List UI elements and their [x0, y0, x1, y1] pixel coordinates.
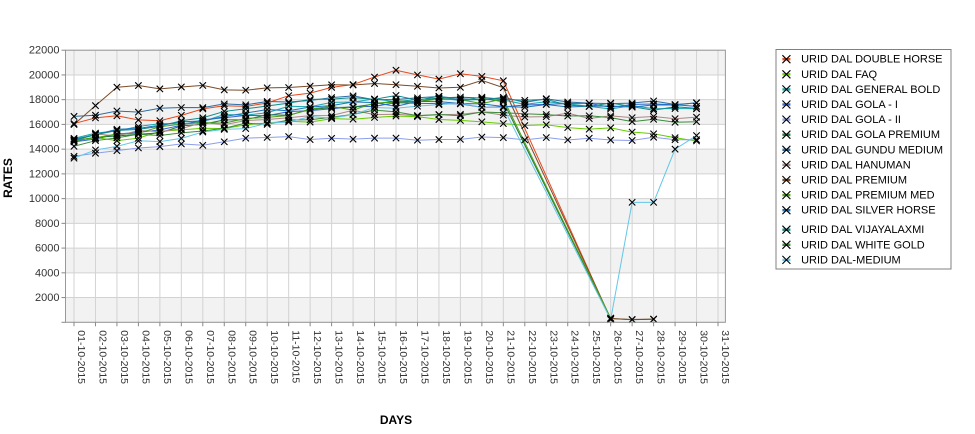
- svg-text:URID DAL GOLA PREMIUM: URID DAL GOLA PREMIUM: [801, 129, 940, 141]
- svg-text:29-10-2015: 29-10-2015: [676, 330, 688, 384]
- svg-text:12-10-2015: 12-10-2015: [311, 330, 323, 384]
- svg-text:10000: 10000: [29, 193, 60, 205]
- svg-text:URID DAL PREMIUM: URID DAL PREMIUM: [801, 175, 907, 187]
- svg-text:05-10-2015: 05-10-2015: [161, 330, 173, 384]
- svg-text:21-10-2015: 21-10-2015: [504, 330, 516, 384]
- svg-text:10-10-2015: 10-10-2015: [268, 330, 280, 384]
- svg-text:07-10-2015: 07-10-2015: [204, 330, 216, 384]
- svg-text:18000: 18000: [29, 94, 60, 106]
- svg-text:14-10-2015: 14-10-2015: [354, 330, 366, 384]
- svg-text:22-10-2015: 22-10-2015: [526, 330, 538, 384]
- svg-text:RATES: RATES: [1, 158, 15, 198]
- svg-text:11-10-2015: 11-10-2015: [290, 330, 302, 383]
- svg-text:URID DAL GENERAL BOLD: URID DAL GENERAL BOLD: [801, 84, 940, 96]
- svg-text:25-10-2015: 25-10-2015: [590, 330, 602, 384]
- svg-text:01-10-2015: 01-10-2015: [75, 330, 87, 384]
- svg-text:8000: 8000: [35, 218, 59, 230]
- svg-text:31-10-2015: 31-10-2015: [719, 330, 731, 384]
- svg-text:URID DAL GUNDU MEDIUM: URID DAL GUNDU MEDIUM: [801, 144, 943, 156]
- svg-text:URID DAL SILVER HORSE: URID DAL SILVER HORSE: [801, 205, 935, 217]
- svg-text:09-10-2015: 09-10-2015: [247, 330, 259, 384]
- svg-text:URID DAL GOLA - I: URID DAL GOLA - I: [801, 99, 898, 111]
- svg-text:URID DAL DOUBLE HORSE: URID DAL DOUBLE HORSE: [801, 54, 942, 66]
- svg-text:08-10-2015: 08-10-2015: [225, 330, 237, 384]
- svg-text:06-10-2015: 06-10-2015: [182, 330, 194, 384]
- svg-text:22000: 22000: [29, 45, 60, 57]
- svg-text:15-10-2015: 15-10-2015: [376, 330, 388, 384]
- svg-text:20000: 20000: [29, 69, 60, 81]
- svg-text:DAYS: DAYS: [380, 413, 412, 427]
- svg-text:URID DAL-MEDIUM: URID DAL-MEDIUM: [801, 254, 901, 266]
- svg-text:24-10-2015: 24-10-2015: [569, 330, 581, 384]
- svg-text:23-10-2015: 23-10-2015: [547, 330, 559, 384]
- svg-text:19-10-2015: 19-10-2015: [461, 330, 473, 384]
- svg-text:30-10-2015: 30-10-2015: [698, 330, 710, 384]
- svg-text:12000: 12000: [29, 168, 60, 180]
- svg-text:14000: 14000: [29, 144, 60, 156]
- svg-text:04-10-2015: 04-10-2015: [139, 330, 151, 384]
- svg-text:26-10-2015: 26-10-2015: [612, 330, 624, 384]
- svg-text:02-10-2015: 02-10-2015: [96, 330, 108, 384]
- svg-text:16000: 16000: [29, 119, 60, 131]
- svg-text:URID DAL VIJAYALAXMI: URID DAL VIJAYALAXMI: [801, 224, 924, 236]
- svg-text:6000: 6000: [35, 243, 59, 255]
- svg-text:4000: 4000: [35, 267, 59, 279]
- svg-text:URID DAL PREMIUM MED: URID DAL PREMIUM MED: [801, 190, 934, 202]
- svg-text:03-10-2015: 03-10-2015: [118, 330, 130, 384]
- svg-text:13-10-2015: 13-10-2015: [333, 330, 345, 384]
- svg-text:28-10-2015: 28-10-2015: [655, 330, 667, 384]
- svg-text:2000: 2000: [35, 292, 59, 304]
- svg-text:URID DAL HANUMAN: URID DAL HANUMAN: [801, 159, 911, 171]
- svg-text:URID DAL GOLA - II: URID DAL GOLA - II: [801, 114, 901, 126]
- svg-text:18-10-2015: 18-10-2015: [440, 330, 452, 384]
- svg-text:16-10-2015: 16-10-2015: [397, 330, 409, 384]
- svg-text:URID DAL FAQ: URID DAL FAQ: [801, 69, 877, 81]
- svg-text:17-10-2015: 17-10-2015: [418, 330, 430, 384]
- svg-text:20-10-2015: 20-10-2015: [483, 330, 495, 384]
- svg-text:27-10-2015: 27-10-2015: [633, 330, 645, 384]
- svg-text:URID DAL WHITE GOLD: URID DAL WHITE GOLD: [801, 239, 925, 251]
